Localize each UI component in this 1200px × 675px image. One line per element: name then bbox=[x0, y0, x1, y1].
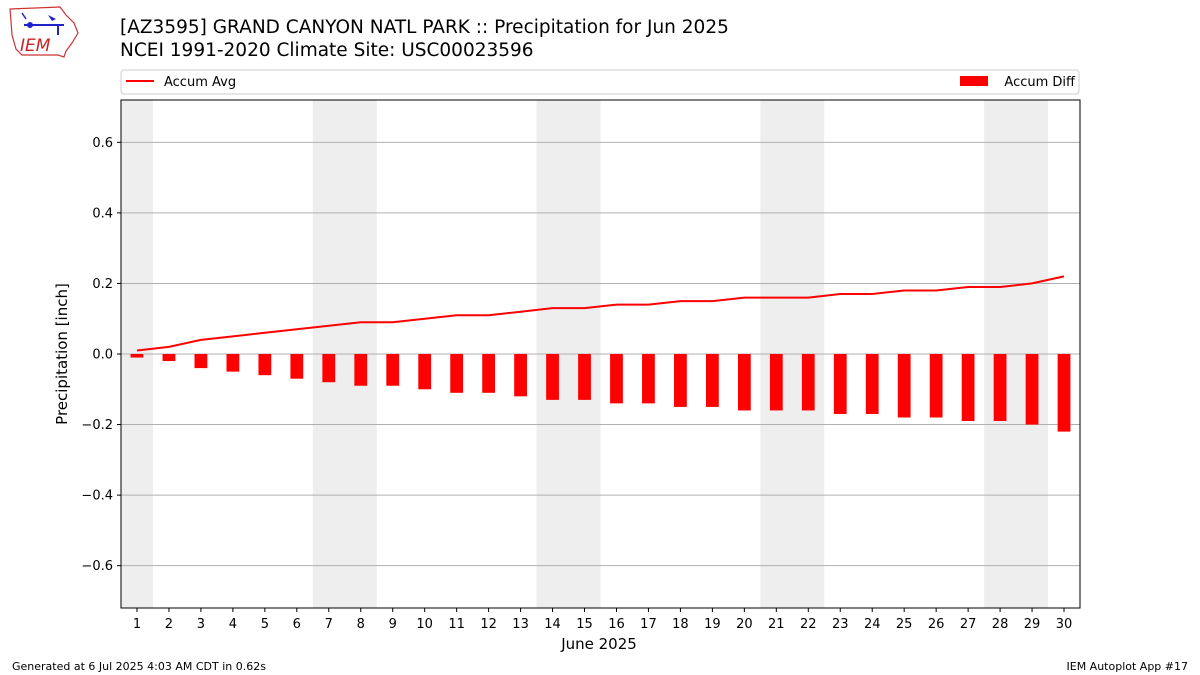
x-tick-label: 26 bbox=[928, 617, 945, 632]
x-tick-label: 20 bbox=[736, 617, 753, 632]
x-tick-label: 12 bbox=[480, 617, 497, 632]
accum-diff-bar bbox=[418, 354, 432, 390]
footer-generated: Generated at 6 Jul 2025 4:03 AM CDT in 0… bbox=[12, 660, 266, 673]
x-tick-label: 16 bbox=[608, 617, 625, 632]
y-tick-label: 0.0 bbox=[92, 348, 113, 363]
y-tick-label: −0.2 bbox=[81, 418, 113, 433]
accum-diff-bar bbox=[450, 354, 464, 393]
y-tick-label: −0.4 bbox=[81, 489, 113, 504]
legend-label-accum-diff: Accum Diff bbox=[1004, 75, 1076, 90]
x-axis-label: June 2025 bbox=[560, 635, 637, 653]
x-tick-label: 7 bbox=[325, 617, 333, 632]
x-tick-label: 21 bbox=[768, 617, 785, 632]
logo-text: IEM bbox=[20, 36, 51, 56]
accum-diff-bar bbox=[769, 354, 783, 411]
accum-diff-bar bbox=[386, 354, 400, 386]
x-tick-label: 5 bbox=[261, 617, 269, 632]
accum-avg-line-group bbox=[136, 275, 1065, 352]
x-tick-label: 15 bbox=[576, 617, 593, 632]
accum-diff-bar bbox=[226, 354, 240, 372]
accum-diff-bar bbox=[514, 354, 527, 397]
x-tick-label: 25 bbox=[896, 617, 913, 632]
x-tick-label: 17 bbox=[640, 617, 657, 632]
x-tick-label: 28 bbox=[992, 617, 1009, 632]
x-tick-label: 27 bbox=[960, 617, 977, 632]
accum-avg-line bbox=[136, 275, 1065, 352]
x-ticks: 1 2 3 4 5 6 7 8 9 10 11 12 13 14 15 16 17 18 19 20 21 22 23 24 2… bbox=[133, 608, 1072, 632]
legend-frame bbox=[120, 69, 1080, 95]
x-tick-label: 4 bbox=[229, 617, 237, 632]
y-tick-label: 0.2 bbox=[92, 277, 113, 292]
x-tick-label: 10 bbox=[416, 617, 433, 632]
y-ticks: −0.6 −0.4 −0.2 0.0 0.2 0.4 0.6 bbox=[81, 136, 121, 574]
x-tick-label: 22 bbox=[800, 617, 817, 632]
x-tick-label: 8 bbox=[357, 617, 365, 632]
x-tick-label: 13 bbox=[512, 617, 529, 632]
accum-diff-bar bbox=[674, 354, 687, 407]
accum-diff-bar bbox=[833, 354, 847, 414]
x-tick-label: 2 bbox=[165, 617, 173, 632]
legend: Accum Avg Accum Diff bbox=[120, 69, 1080, 95]
x-tick-label: 11 bbox=[448, 617, 465, 632]
footer-app: IEM Autoplot App #17 bbox=[1066, 660, 1189, 673]
accum-diff-bar bbox=[865, 354, 879, 414]
accum-diff-bar bbox=[258, 354, 272, 376]
accum-diff-bar bbox=[354, 354, 368, 386]
x-tick-label: 6 bbox=[293, 617, 301, 632]
chart-title: [AZ3595] GRAND CANYON NATL PARK :: Preci… bbox=[120, 17, 729, 38]
accum-diff-bar bbox=[194, 354, 208, 369]
accum-diff-bar bbox=[642, 354, 655, 404]
accum-diff-bar bbox=[1057, 354, 1071, 432]
x-tick-label: 9 bbox=[389, 617, 397, 632]
x-tick-label: 14 bbox=[544, 617, 561, 632]
accum-diff-bar bbox=[290, 354, 304, 379]
x-tick-label: 3 bbox=[197, 617, 205, 632]
x-tick-label: 29 bbox=[1024, 617, 1041, 632]
accum-diff-bar bbox=[929, 354, 943, 418]
accum-diff-bar bbox=[162, 354, 176, 362]
x-tick-label: 19 bbox=[704, 617, 721, 632]
accum-diff-bar bbox=[801, 354, 815, 411]
x-tick-label: 23 bbox=[832, 617, 849, 632]
accum-diff-bar bbox=[578, 354, 591, 400]
x-tick-label: 18 bbox=[672, 617, 689, 632]
y-tick-label: 0.6 bbox=[92, 136, 113, 151]
iem-logo: IEM bbox=[9, 6, 79, 58]
accum-diff-bar bbox=[1025, 354, 1039, 425]
x-tick-label: 30 bbox=[1056, 617, 1073, 632]
accum-diff-bar bbox=[610, 354, 623, 404]
chart-subtitle: NCEI 1991-2020 Climate Site: USC00023596 bbox=[120, 40, 534, 61]
accum-diff-bar bbox=[993, 354, 1007, 422]
accum-diff-bar bbox=[737, 354, 751, 411]
y-tick-label: 0.4 bbox=[92, 206, 113, 221]
accum-diff-bar bbox=[961, 354, 975, 422]
y-axis-label: Precipitation [inch] bbox=[53, 283, 71, 425]
accum-diff-bar bbox=[546, 354, 559, 400]
legend-label-accum-avg: Accum Avg bbox=[164, 75, 236, 90]
accum-diff-bar bbox=[482, 354, 496, 393]
accum-diff-bar bbox=[130, 354, 144, 358]
accum-diff-bar bbox=[322, 354, 336, 383]
accum-diff-bar bbox=[705, 354, 719, 407]
y-gridlines bbox=[121, 141, 1080, 567]
accum-diff-bars bbox=[130, 354, 1071, 432]
y-tick-label: −0.6 bbox=[81, 559, 113, 574]
x-tick-label: 1 bbox=[133, 617, 141, 632]
accum-diff-bar bbox=[897, 354, 911, 418]
x-tick-label: 24 bbox=[864, 617, 881, 632]
legend-bar-swatch bbox=[960, 76, 988, 86]
